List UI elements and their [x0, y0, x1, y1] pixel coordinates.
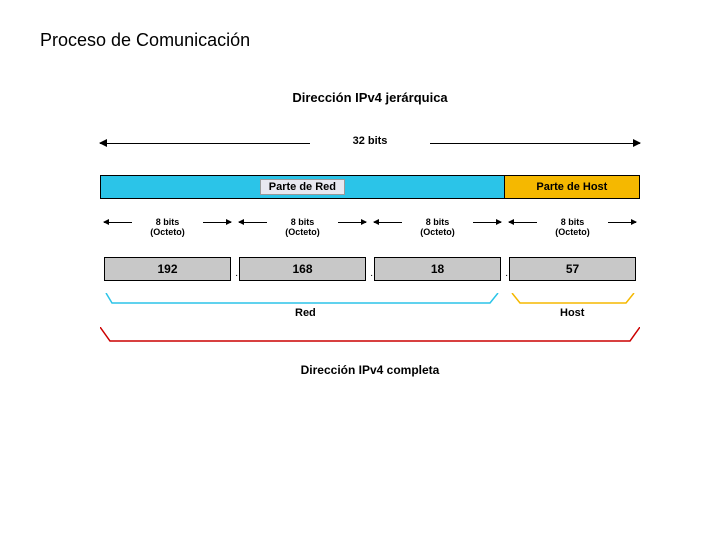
octet-sub-label: (Octeto)	[100, 227, 235, 237]
octet-1: 192	[104, 257, 231, 281]
octet-sub-label: (Octeto)	[235, 227, 370, 237]
full-bracket-svg	[100, 327, 640, 349]
total-bits-label: 32 bits	[353, 135, 388, 147]
octet-sub-label: (Octeto)	[370, 227, 505, 237]
octet-arrows-row: 8 bits (Octeto) 8 bits (Octeto) 8 bits (…	[100, 217, 640, 249]
full-address-label: Dirección IPv4 completa	[100, 363, 640, 377]
small-arrow-right-icon	[608, 222, 636, 223]
octet-wrap-2: 168 .	[235, 257, 370, 281]
arrow-right-icon	[430, 143, 640, 144]
small-arrow-left-icon	[239, 222, 267, 223]
host-bracket-label: Host	[560, 307, 584, 319]
page-title: Proceso de Comunicación	[40, 30, 250, 51]
octet-wrap-1: 192 .	[100, 257, 235, 281]
net-bracket-label: Red	[295, 307, 316, 319]
net-part-label: Parte de Red	[260, 179, 345, 195]
ipv4-diagram: Dirección IPv4 jerárquica 32 bits Parte …	[100, 90, 640, 377]
octet-sub-label: (Octeto)	[505, 227, 640, 237]
full-bracket-path	[100, 327, 640, 341]
parts-row: Parte de Red Parte de Host	[100, 175, 640, 199]
host-part-label: Parte de Host	[536, 181, 607, 193]
net-host-brackets: Red Host	[100, 293, 640, 323]
small-arrow-right-icon	[338, 222, 366, 223]
small-arrow-left-icon	[104, 222, 132, 223]
host-bracket-path	[512, 293, 634, 303]
octet-wrap-3: 18 .	[370, 257, 505, 281]
total-bits-row: 32 bits	[100, 135, 640, 155]
octet-arrow-4: 8 bits (Octeto)	[505, 217, 640, 249]
small-arrow-left-icon	[509, 222, 537, 223]
net-part: Parte de Red	[101, 176, 504, 198]
octet-arrow-1: 8 bits (Octeto)	[100, 217, 235, 249]
diagram-title: Dirección IPv4 jerárquica	[100, 90, 640, 105]
octets-row: 192 . 168 . 18 . 57	[100, 257, 640, 281]
full-bracket-row	[100, 327, 640, 359]
octet-3: 18	[374, 257, 501, 281]
small-arrow-left-icon	[374, 222, 402, 223]
octet-2: 168	[239, 257, 366, 281]
octet-arrow-2: 8 bits (Octeto)	[235, 217, 370, 249]
octet-4: 57	[509, 257, 636, 281]
small-arrow-right-icon	[473, 222, 501, 223]
arrow-left-icon	[100, 143, 310, 144]
octet-wrap-4: 57	[505, 257, 640, 281]
small-arrow-right-icon	[203, 222, 231, 223]
host-part: Parte de Host	[504, 176, 639, 198]
net-bracket-path	[106, 293, 498, 303]
octet-arrow-3: 8 bits (Octeto)	[370, 217, 505, 249]
bracket-svg	[100, 293, 640, 323]
